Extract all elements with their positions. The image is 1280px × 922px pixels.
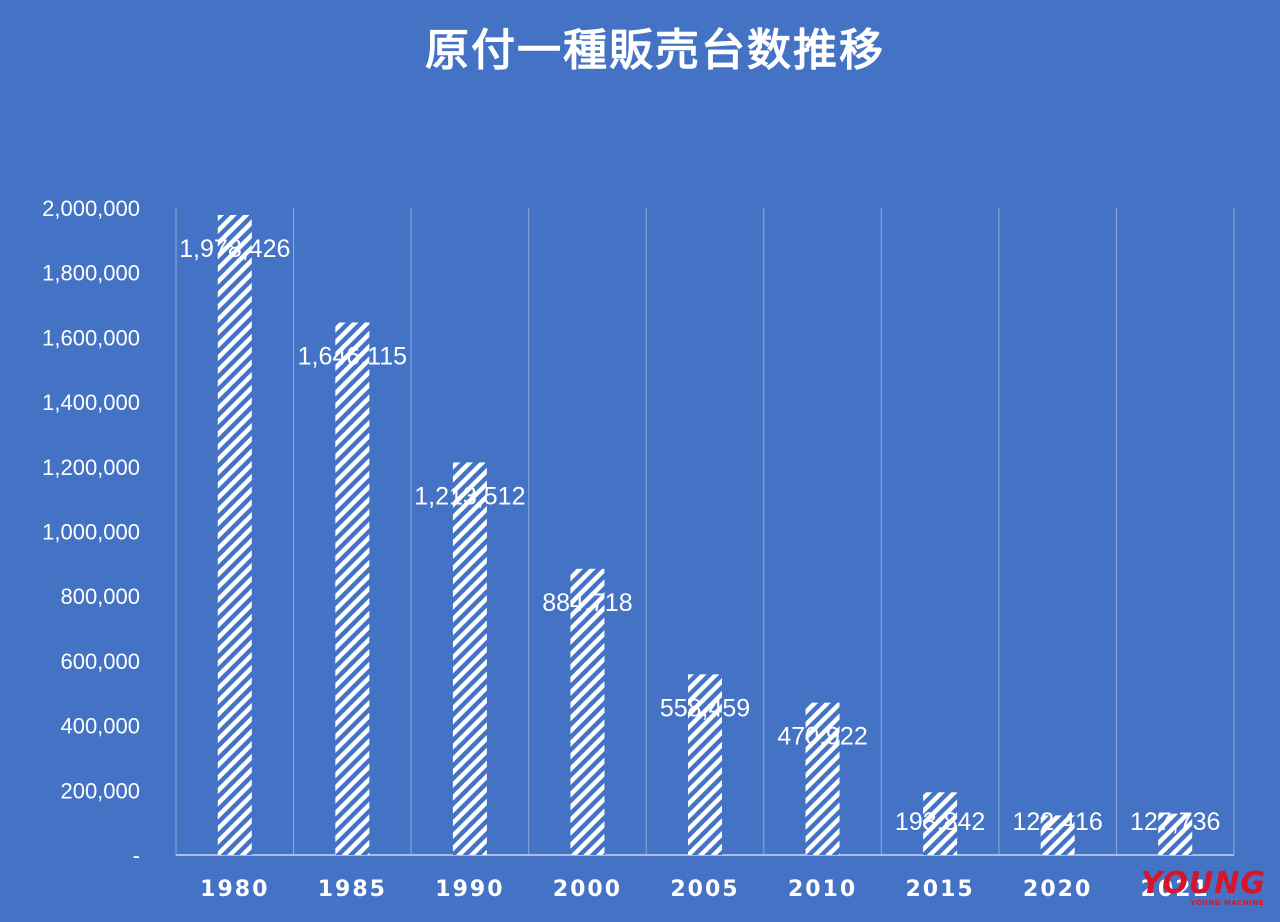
y-tick-label: 1,000,000 xyxy=(42,520,140,545)
y-tick-label: 1,600,000 xyxy=(42,325,140,350)
bar-2020 xyxy=(1040,815,1075,855)
y-tick-label: 600,000 xyxy=(60,649,140,674)
x-tick-label: 1985 xyxy=(318,877,387,902)
y-axis-tick-labels: - 200,000 400,000 600,000 800,000 1,000,000 1,… xyxy=(42,196,140,868)
x-tick-label: 2000 xyxy=(553,877,622,902)
y-tick-label: 2,000,000 xyxy=(42,196,140,221)
y-tick-label: 200,000 xyxy=(60,778,140,803)
watermark-logo-subtext: YOUNG MACHINE xyxy=(1190,899,1264,907)
x-tick-label: 2005 xyxy=(670,877,739,902)
x-tick-label: 2010 xyxy=(788,877,857,902)
data-label-2000: 884,718 xyxy=(542,589,632,617)
data-label-2010: 470,922 xyxy=(777,723,867,751)
chart-title: 原付一種販売台数推移 xyxy=(425,25,885,76)
y-tick-label: 1,800,000 xyxy=(42,261,140,286)
x-tick-label: 2021 xyxy=(1141,877,1210,902)
x-tick-label: 1990 xyxy=(435,877,504,902)
data-label-2015: 193,842 xyxy=(895,808,985,836)
data-label-2021: 127,736 xyxy=(1130,808,1220,836)
data-label-2020: 122,416 xyxy=(1012,808,1102,836)
x-tick-label: 2015 xyxy=(905,877,974,902)
data-labels: 1,978,426 1,646,115 1,213,512 884,718 558,45… xyxy=(179,235,1220,836)
bar-2021 xyxy=(1158,813,1193,855)
young-machine-watermark: YOUNG YOUNG MACHINE xyxy=(1136,868,1266,912)
y-tick-label: - xyxy=(133,843,140,868)
data-label-1985: 1,646,115 xyxy=(298,342,407,370)
x-axis-tick-labels: 1980 1985 1990 2000 2005 2010 2015 2020 2021 xyxy=(200,877,1210,902)
data-label-1980: 1,978,426 xyxy=(179,235,290,263)
y-tick-label: 800,000 xyxy=(60,584,140,609)
bar-2005 xyxy=(688,674,722,855)
y-tick-label: 1,400,000 xyxy=(42,390,140,415)
bar-2000 xyxy=(570,568,605,855)
bar-1990 xyxy=(452,462,487,855)
vertical-gridlines xyxy=(175,208,1235,855)
bar-2015 xyxy=(923,792,958,855)
data-label-2005: 558,459 xyxy=(660,694,750,722)
y-tick-label: 1,200,000 xyxy=(42,455,140,480)
bar-2010 xyxy=(805,702,840,855)
bars xyxy=(217,214,1193,855)
bar-1980 xyxy=(217,214,252,855)
x-tick-label: 1980 xyxy=(200,877,269,902)
watermark-logo-text: YOUNG xyxy=(1140,866,1266,901)
data-label-1990: 1,213,512 xyxy=(414,482,525,510)
x-tick-label: 2020 xyxy=(1023,877,1092,902)
y-tick-label: 400,000 xyxy=(60,714,140,739)
bar-1985 xyxy=(335,322,370,855)
